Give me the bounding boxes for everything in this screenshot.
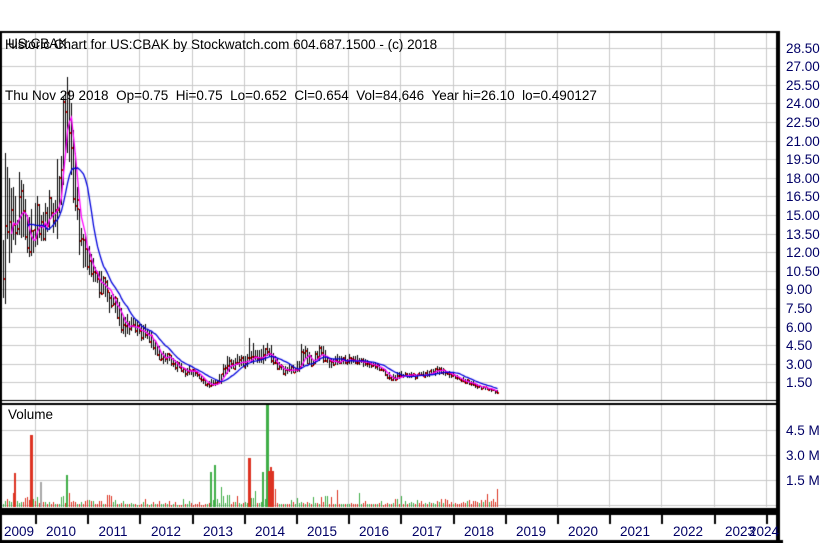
price-tick-label: 13.50 xyxy=(786,227,820,242)
year-label: 2014 xyxy=(254,524,286,539)
price-tick-label: 12.00 xyxy=(786,245,820,260)
year-label: 2011 xyxy=(98,524,128,539)
price-tick-label: 28.50 xyxy=(786,41,820,56)
year-label: 2017 xyxy=(411,524,443,539)
price-tick-label: 27.00 xyxy=(786,59,820,74)
price-tick-label: 10.50 xyxy=(786,264,820,279)
chart-title: Historic Chart for US:CBAK by Stockwatch… xyxy=(5,37,438,52)
symbol-label: US:CBAK xyxy=(8,36,68,51)
year-label: 2022 xyxy=(672,524,704,539)
year-label: 2013 xyxy=(202,524,234,539)
year-label: 2018 xyxy=(463,524,495,539)
price-tick-label: 7.50 xyxy=(786,301,813,316)
price-tick-label: 24.00 xyxy=(786,96,820,111)
price-tick-label: 15.00 xyxy=(786,208,820,223)
volume-tick-label: 4.5 M xyxy=(786,423,820,438)
price-tick-label: 1.50 xyxy=(786,375,813,390)
price-tick-label: 21.00 xyxy=(786,134,820,149)
year-label: 2020 xyxy=(567,524,599,539)
price-tick-label: 19.50 xyxy=(786,152,820,167)
price-tick-label: 9.00 xyxy=(786,282,813,297)
price-tick-label: 25.50 xyxy=(786,78,820,93)
volume-tick-label: 1.5 M xyxy=(786,473,820,488)
price-tick-label: 4.50 xyxy=(786,338,813,353)
price-tick-label: 16.50 xyxy=(786,189,820,204)
year-label: 2015 xyxy=(306,524,338,539)
year-label: 2019 xyxy=(515,524,547,539)
year-label: 2009 xyxy=(3,524,35,539)
price-tick-label: 18.00 xyxy=(786,171,820,186)
chart-header: Historic Chart for US:CBAK by Stockwatch… xyxy=(5,1,597,139)
year-label: 2021 xyxy=(619,524,651,539)
year-label: 2016 xyxy=(358,524,390,539)
year-label: 2024 xyxy=(748,524,780,539)
volume-tick-label: 3.0 M xyxy=(786,448,820,463)
quote-summary-line: Thu Nov 29 2018 Op=0.75 Hi=0.75 Lo=0.652… xyxy=(5,88,597,103)
year-label: 2012 xyxy=(150,524,182,539)
volume-pane-label: Volume xyxy=(8,407,54,422)
year-label: 2010 xyxy=(45,524,77,539)
price-tick-label: 3.00 xyxy=(786,357,813,372)
price-tick-label: 22.50 xyxy=(786,115,820,130)
price-tick-label: 6.00 xyxy=(786,320,813,335)
year-label: 2023 xyxy=(724,524,756,539)
